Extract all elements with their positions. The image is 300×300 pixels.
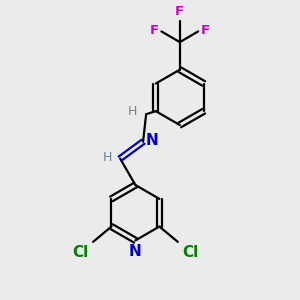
Text: F: F bbox=[149, 24, 158, 37]
Text: H: H bbox=[103, 151, 112, 164]
Text: Cl: Cl bbox=[73, 245, 89, 260]
Text: H: H bbox=[128, 105, 137, 118]
Text: F: F bbox=[175, 5, 184, 18]
Text: N: N bbox=[129, 244, 142, 259]
Text: N: N bbox=[146, 133, 159, 148]
Text: F: F bbox=[201, 24, 210, 37]
Text: Cl: Cl bbox=[182, 245, 198, 260]
